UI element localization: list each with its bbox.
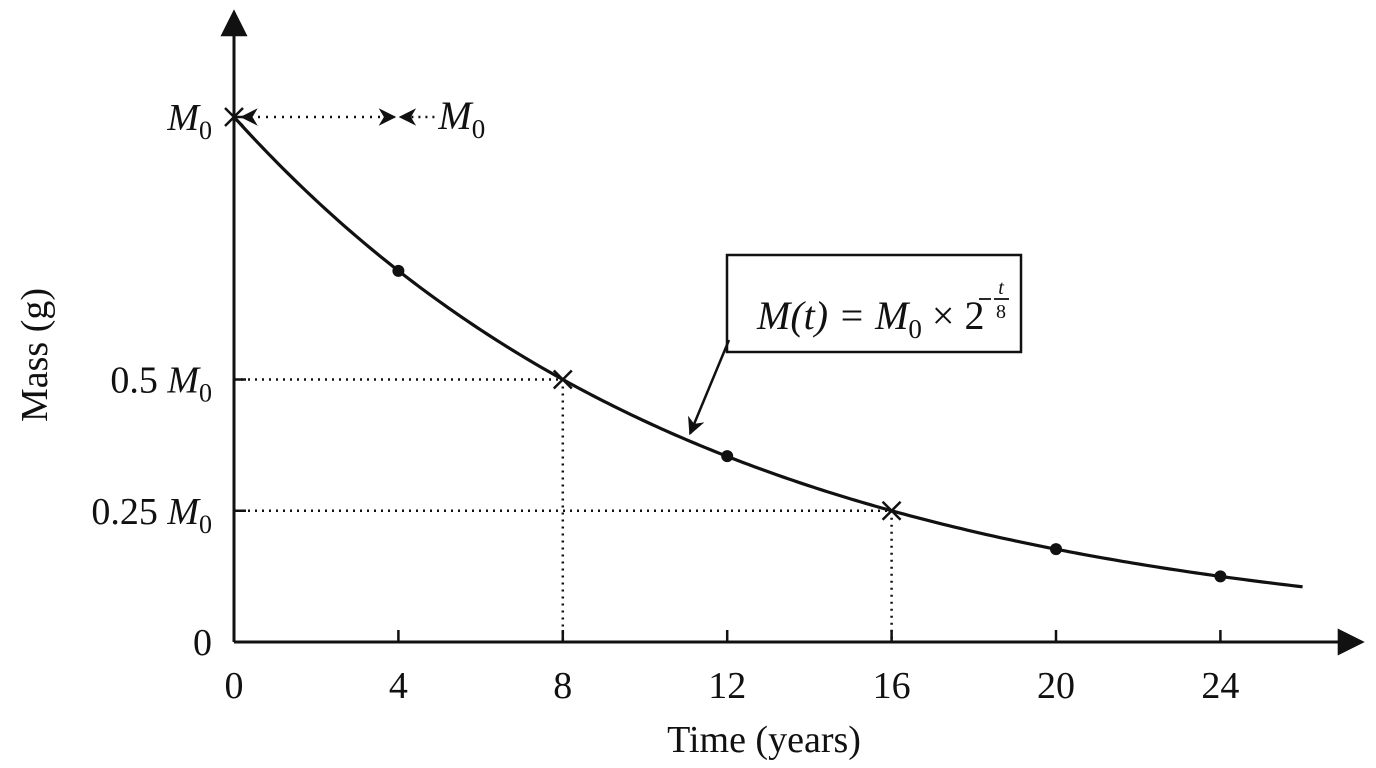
cross-stroke — [552, 369, 573, 390]
x-ticks: 0 4 8 12 16 20 24 — [225, 630, 1239, 707]
y-tick-label-0.25: 0.25 M0 — [91, 491, 212, 539]
dot-marker-12 — [721, 450, 734, 463]
y-tick-symbol: M — [166, 491, 201, 533]
cross-marker-0 — [224, 107, 244, 127]
y-tick-subscript: 0 — [199, 510, 212, 539]
cross-stroke — [881, 500, 902, 521]
x-axis-label: Time (years) — [667, 719, 861, 761]
formula-lhs: M(t) = — [756, 293, 875, 338]
dot-marker-4 — [392, 264, 405, 277]
y-tick-coef: 0 — [193, 622, 212, 664]
top-annotation: M0 — [240, 93, 485, 144]
x-tick-label-24: 24 — [1201, 665, 1239, 707]
y-tick-subscript: 0 — [199, 379, 212, 408]
y-tick-coef: 0.25 — [91, 491, 167, 533]
formula-box: M(t) = M0 × 2 t8 — [688, 253, 1023, 436]
formula-frame — [725, 253, 1023, 354]
exponent-numerator: t — [998, 277, 1004, 299]
exponent-denominator: 8 — [996, 301, 1006, 323]
formula-times-base: × 2 — [922, 293, 985, 338]
y-tick-symbol: M — [166, 97, 201, 139]
y-tick-coef: 0.5 — [110, 360, 167, 402]
top-annotation-label: M0 — [437, 93, 485, 144]
cross-marker-8 — [552, 369, 573, 390]
cross-marker-16 — [881, 500, 902, 521]
x-tick-label-4: 4 — [389, 665, 408, 707]
top-annotation-symbol: M — [437, 93, 474, 138]
formula-text: M(t) = M0 × 2 — [756, 293, 984, 344]
x-tick-label-8: 8 — [553, 665, 572, 707]
y-tick-subscript: 0 — [199, 116, 212, 145]
x-tick-label-20: 20 — [1037, 665, 1075, 707]
x-tick-label-12: 12 — [708, 665, 746, 707]
x-tick-label-0: 0 — [225, 665, 244, 707]
y-tick-label-0.5: 0.5 M0 — [110, 360, 212, 408]
y-tick-symbol: M — [166, 360, 201, 402]
y-tick-label-1: M0 — [166, 97, 212, 145]
formula-subscript: 0 — [908, 314, 922, 344]
guide-lines — [234, 378, 893, 642]
formula-symbol: M — [874, 293, 911, 338]
dot-marker-24 — [1214, 570, 1227, 583]
formula-pointer-arrow — [688, 339, 731, 436]
top-annotation-subscript: 0 — [472, 114, 486, 144]
y-tick-label-0: 0 — [193, 622, 212, 664]
decay-curve — [232, 115, 1303, 589]
y-ticks: M00.5 M00.25 M00 — [91, 97, 246, 664]
dot-marker-20 — [1050, 543, 1062, 556]
x-tick-label-16: 16 — [873, 665, 911, 707]
y-axis-label: Mass (g) — [14, 288, 56, 422]
data-markers — [224, 107, 1227, 583]
cross-stroke — [224, 107, 244, 127]
